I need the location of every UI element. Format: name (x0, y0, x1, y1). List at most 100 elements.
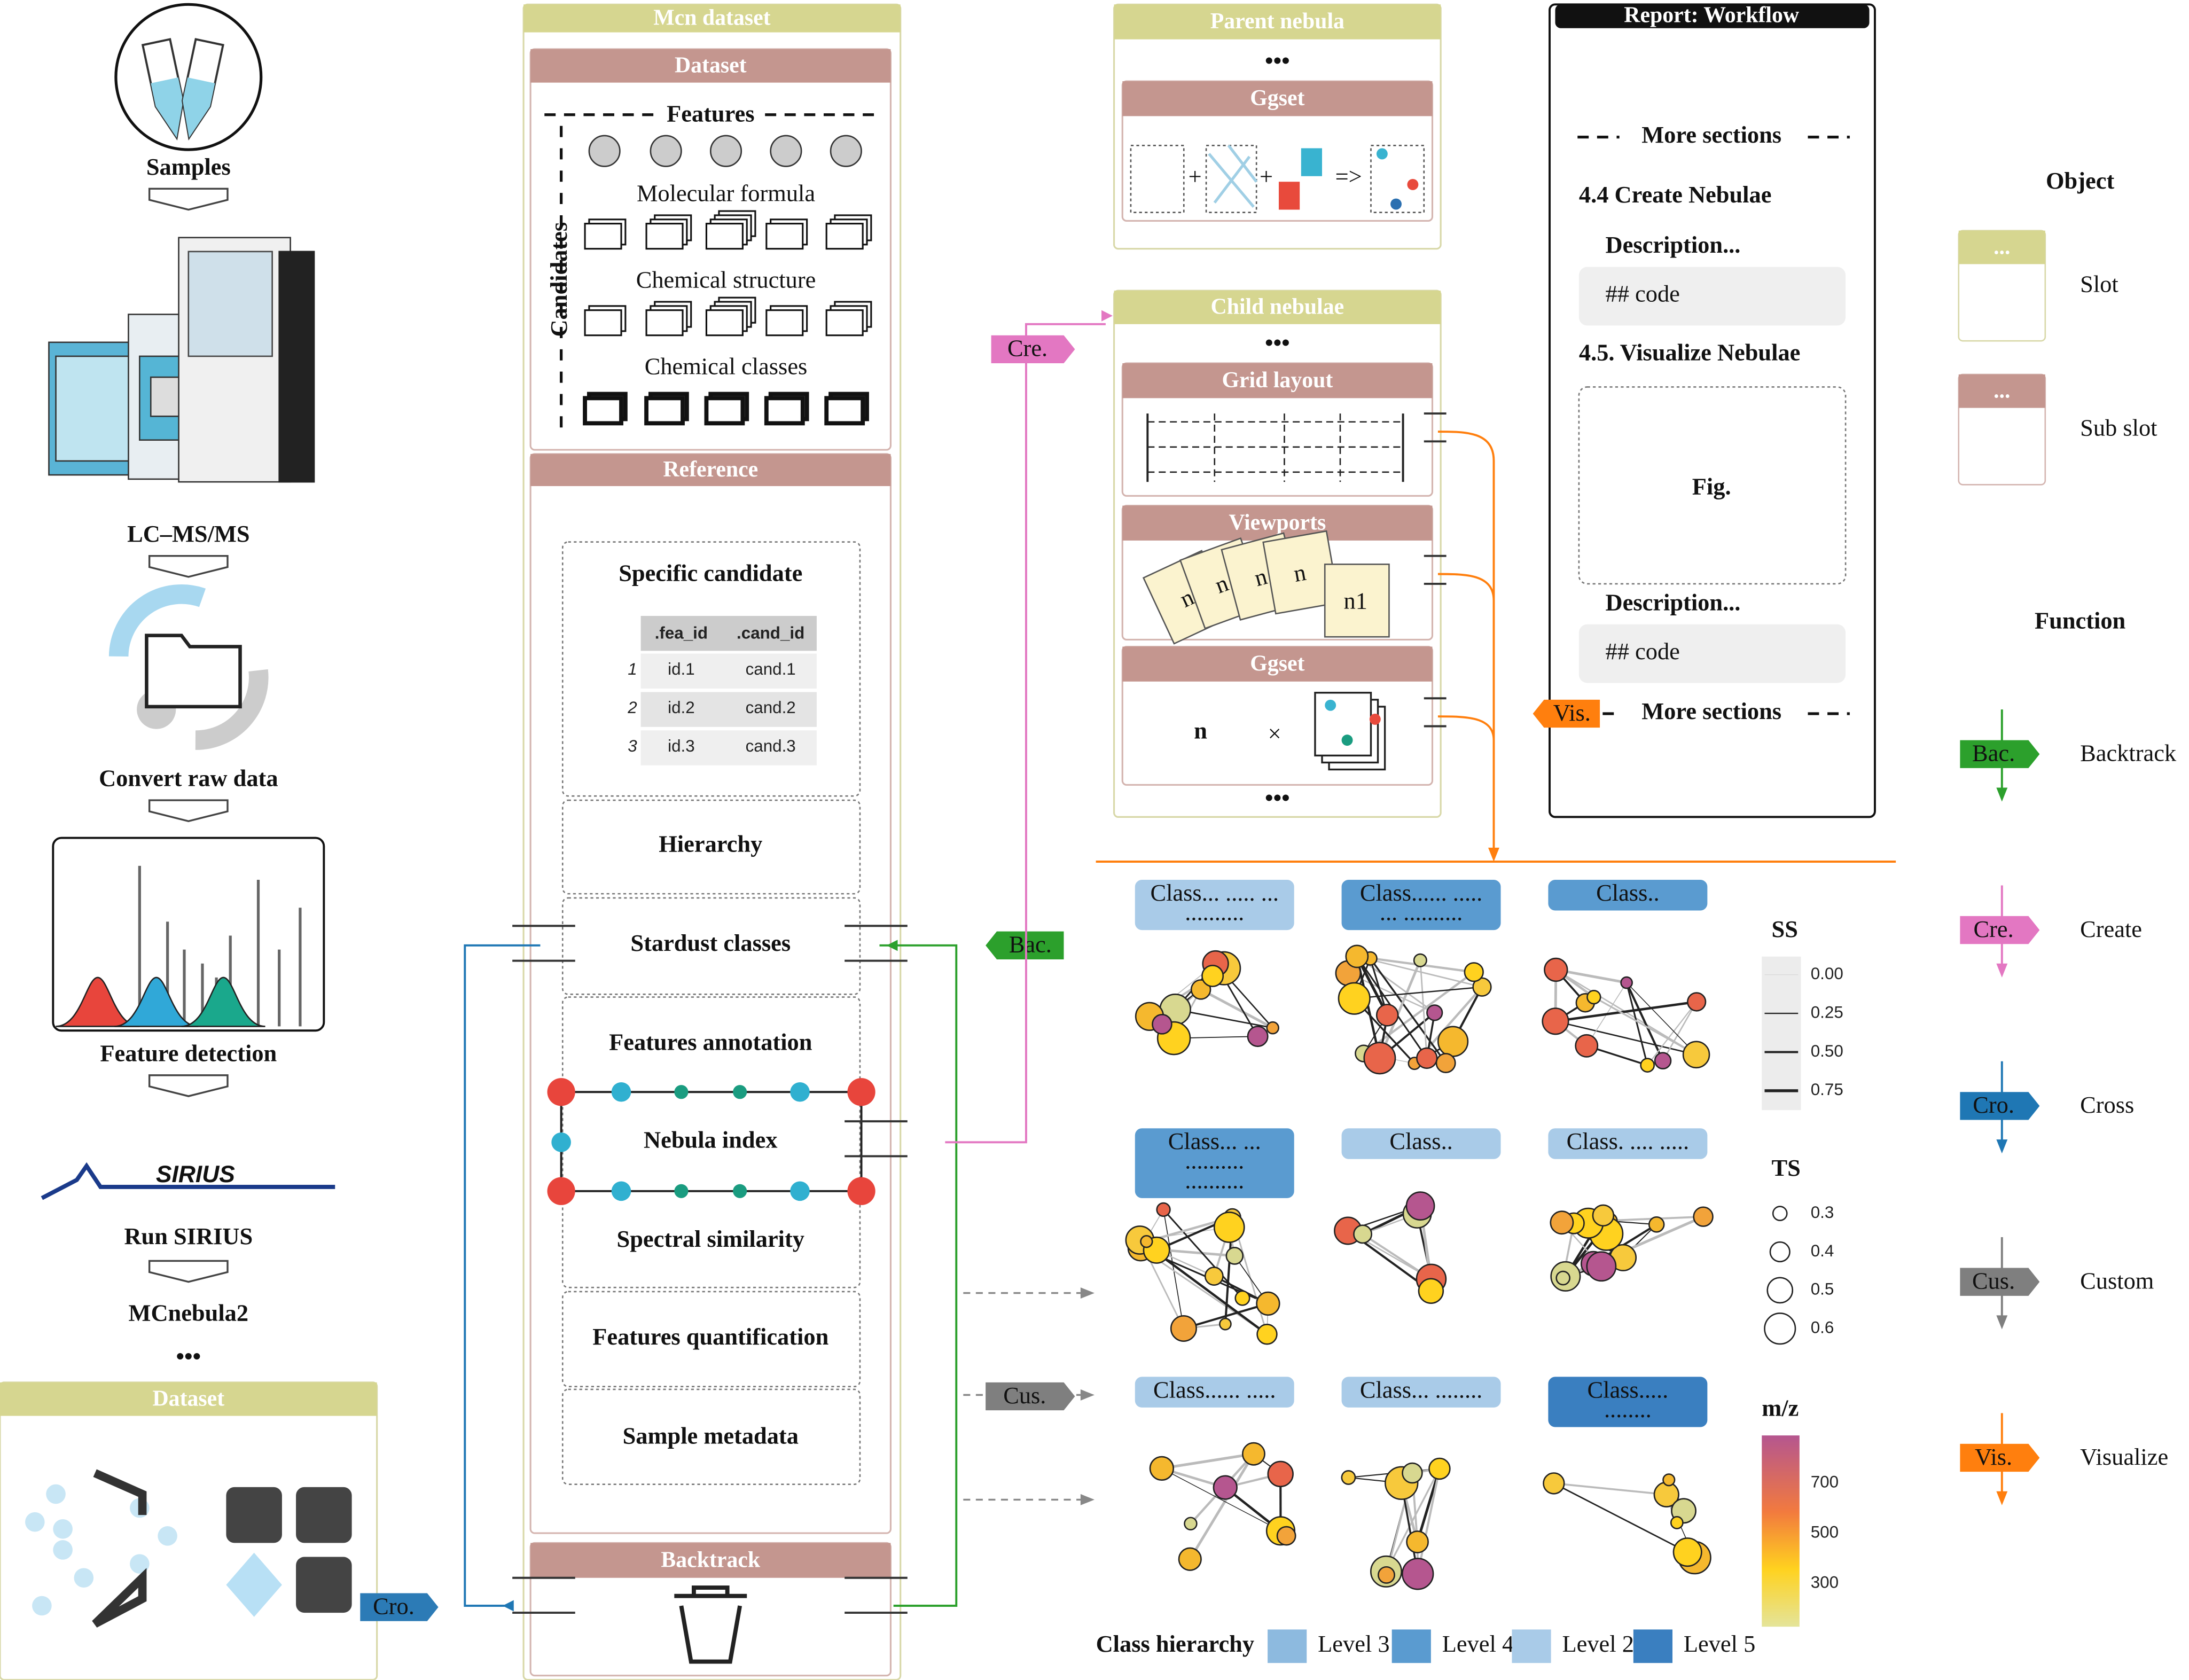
function-tag (1960, 1092, 2040, 1120)
shape (645, 309, 684, 337)
node (1204, 1267, 1224, 1286)
edge (1625, 982, 1648, 1066)
label: Description... (1606, 589, 1741, 615)
slot-name: Sample metadata (623, 1423, 799, 1449)
slot-name: Nebula index (644, 1127, 777, 1153)
trash-icon (674, 1585, 747, 1664)
workflow-step: MCnebula2 (129, 1300, 249, 1326)
class-label-box (1135, 1377, 1294, 1408)
peak-fill (181, 976, 265, 1027)
label: Bac. (1972, 740, 2015, 767)
label: 0.3 (1811, 1203, 1834, 1222)
connector (845, 925, 908, 962)
node (1416, 1047, 1438, 1069)
node (1406, 1530, 1429, 1553)
node (1402, 1558, 1434, 1590)
node (1149, 1456, 1174, 1481)
label: ••• (1265, 329, 1290, 356)
label: n1 (1344, 588, 1367, 614)
edge (1555, 1020, 1697, 1056)
node (1405, 1191, 1435, 1221)
node (1267, 1460, 1294, 1488)
node (547, 1078, 575, 1106)
shape (765, 309, 804, 337)
node (1693, 1206, 1714, 1227)
shape (1205, 144, 1257, 214)
arrowhead (886, 940, 898, 951)
label: 700 (1811, 1472, 1839, 1491)
label: Sub slot (2080, 415, 2157, 441)
label: ••• (1265, 47, 1290, 74)
node (1418, 1278, 1444, 1304)
label: + (1189, 163, 1202, 190)
label: Function (2035, 607, 2126, 634)
flow-arrow (148, 1074, 229, 1097)
edge (1593, 996, 1697, 1056)
label: cand.3 (746, 737, 796, 755)
function-tag (1960, 740, 2040, 768)
label: 500 (1811, 1522, 1839, 1541)
level-swatch (1391, 1629, 1431, 1663)
slot-name: Spectral similarity (617, 1225, 804, 1252)
flow-arrow (148, 799, 229, 822)
shape (1958, 230, 2045, 264)
shape (1301, 148, 1323, 176)
cross-line (464, 944, 541, 1607)
class-label-box (1548, 1128, 1708, 1159)
arrowhead (1080, 1287, 1094, 1299)
function-tag (991, 335, 1075, 363)
fig-box (1578, 386, 1847, 585)
edge (1200, 988, 1273, 1029)
instrument (278, 251, 315, 483)
label: 0.25 (1811, 1003, 1843, 1021)
label: 4.4 Create Nebulae (1579, 181, 1772, 208)
arrowhead (1996, 787, 2008, 802)
label: Cus. (1972, 1267, 2015, 1294)
edge (1626, 982, 1697, 1055)
node (53, 1519, 73, 1539)
node (130, 1554, 150, 1574)
label: cand.1 (746, 660, 796, 678)
edge (1416, 1468, 1441, 1543)
tag-label: Cus. (1003, 1382, 1046, 1409)
node (733, 1085, 747, 1099)
label: .cand_id (737, 623, 804, 642)
slot-title: Backtrack (661, 1548, 760, 1572)
label: More sections (1641, 121, 1781, 148)
node (1140, 1235, 1153, 1248)
slot-name: Features quantification (592, 1323, 828, 1350)
node (830, 135, 862, 167)
connector (512, 925, 575, 962)
node (770, 135, 802, 167)
edge (1417, 1468, 1441, 1574)
label: ... (1993, 378, 2010, 403)
label: 4.5. Visualize Nebulae (1579, 339, 1800, 365)
slot-header (1114, 4, 1441, 40)
edge (1175, 1009, 1273, 1029)
label: Chemical classes (645, 353, 808, 380)
arrowhead (1996, 1139, 2008, 1154)
node (1377, 1566, 1395, 1584)
label: More sections (1641, 698, 1781, 724)
slot-title: Dataset (153, 1386, 225, 1411)
arrowhead (1080, 1389, 1094, 1401)
node (1542, 1007, 1569, 1035)
edge (1369, 958, 1447, 1064)
node (674, 1085, 689, 1099)
node (1413, 953, 1427, 967)
label: Specific candidate (619, 559, 802, 586)
function-tag (360, 1593, 439, 1621)
code-box (1578, 267, 1846, 326)
node (1772, 1206, 1788, 1221)
node (1341, 1470, 1356, 1485)
slot-title: Grid layout (1222, 368, 1333, 393)
label: 0.50 (1811, 1042, 1843, 1060)
arrowhead (1996, 1491, 2008, 1505)
colorbar (1762, 1435, 1800, 1627)
label: n (1194, 717, 1207, 744)
slot-title: Mcn dataset (653, 6, 770, 30)
slot-name: Hierarchy (659, 830, 762, 857)
label: 0.6 (1811, 1318, 1834, 1337)
slot-header (523, 4, 901, 33)
